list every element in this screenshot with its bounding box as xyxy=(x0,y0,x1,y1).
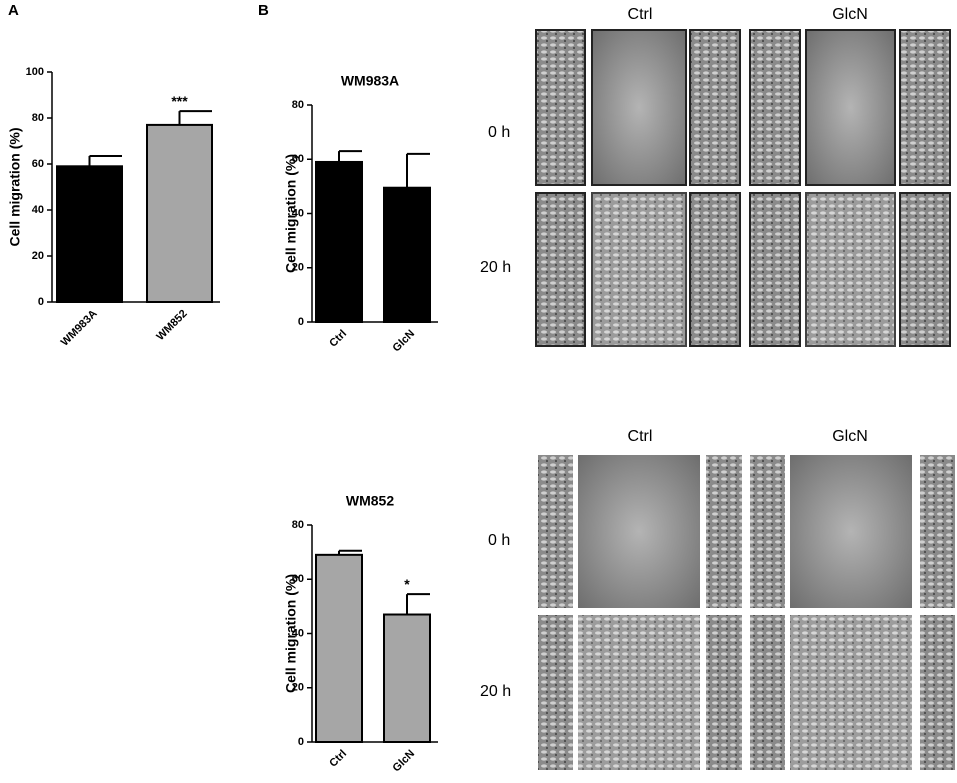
x-tick-label: Ctrl xyxy=(327,328,349,350)
row-label: 0 h xyxy=(488,124,510,141)
y-tick-label: 80 xyxy=(292,99,304,111)
micrograph xyxy=(899,192,951,347)
bar xyxy=(383,186,431,323)
micrograph xyxy=(805,29,896,186)
micrograph xyxy=(535,192,586,347)
micrograph xyxy=(750,615,785,770)
y-axis-label: Cell migration (%) xyxy=(283,574,299,693)
micrograph xyxy=(535,29,586,186)
bar xyxy=(56,165,123,303)
y-tick-label: 100 xyxy=(26,66,44,78)
micrograph xyxy=(749,192,801,347)
micrograph xyxy=(578,455,700,608)
chart-title: WM852 xyxy=(346,493,394,509)
bar xyxy=(146,123,213,304)
y-axis-label: Cell migration (%) xyxy=(7,127,23,246)
micrograph xyxy=(790,615,912,770)
x-tick-label: WM852 xyxy=(154,308,189,343)
significance: *** xyxy=(171,93,188,109)
micrograph xyxy=(689,29,741,186)
y-tick-label: 80 xyxy=(32,112,44,124)
micrograph xyxy=(706,615,742,770)
significance: * xyxy=(404,576,410,592)
micrograph-grid xyxy=(538,455,955,770)
x-tick-label: GlcN xyxy=(391,748,418,775)
row-label: 0 h xyxy=(488,532,510,549)
y-tick-label: 20 xyxy=(292,262,304,274)
x-tick-label: Ctrl xyxy=(327,748,349,770)
column-label: GlcN xyxy=(832,6,868,23)
micrograph-grid xyxy=(535,29,951,347)
micrograph xyxy=(538,615,573,770)
micrograph xyxy=(706,455,742,608)
micrograph xyxy=(578,615,700,770)
y-tick-label: 60 xyxy=(292,573,304,585)
y-tick-label: 60 xyxy=(32,158,44,170)
y-tick-label: 20 xyxy=(32,250,44,262)
x-tick-label: WM983A xyxy=(59,308,100,349)
micrograph xyxy=(749,29,801,186)
panel-label: A xyxy=(8,2,19,19)
bar xyxy=(315,160,363,323)
micrograph xyxy=(591,192,687,347)
micrograph xyxy=(805,192,896,347)
column-label: Ctrl xyxy=(628,428,653,445)
y-tick-label: 20 xyxy=(292,682,304,694)
column-label: GlcN xyxy=(832,428,868,445)
y-tick-label: 0 xyxy=(38,296,44,308)
bar xyxy=(315,553,363,744)
x-tick-label: GlcN xyxy=(391,328,418,355)
micrograph xyxy=(790,455,912,608)
micrograph xyxy=(591,29,687,186)
chart-title: WM983A xyxy=(341,73,399,89)
micrograph xyxy=(920,455,955,608)
y-tick-label: 0 xyxy=(298,316,304,328)
y-tick-label: 80 xyxy=(292,519,304,531)
y-tick-label: 40 xyxy=(292,627,304,639)
micrograph xyxy=(538,455,573,608)
micrograph xyxy=(689,192,741,347)
y-tick-label: 0 xyxy=(298,736,304,748)
micrograph xyxy=(899,29,951,186)
micrograph xyxy=(920,615,955,770)
row-label: 20 h xyxy=(480,259,511,276)
y-tick-label: 40 xyxy=(292,207,304,219)
panel-label: B xyxy=(258,2,269,19)
y-axis-label: Cell migration (%) xyxy=(283,154,299,273)
row-label: 20 h xyxy=(480,683,511,700)
column-label: Ctrl xyxy=(628,6,653,23)
bar xyxy=(383,613,431,744)
y-tick-label: 40 xyxy=(32,204,44,216)
y-tick-label: 60 xyxy=(292,153,304,165)
micrograph xyxy=(750,455,785,608)
